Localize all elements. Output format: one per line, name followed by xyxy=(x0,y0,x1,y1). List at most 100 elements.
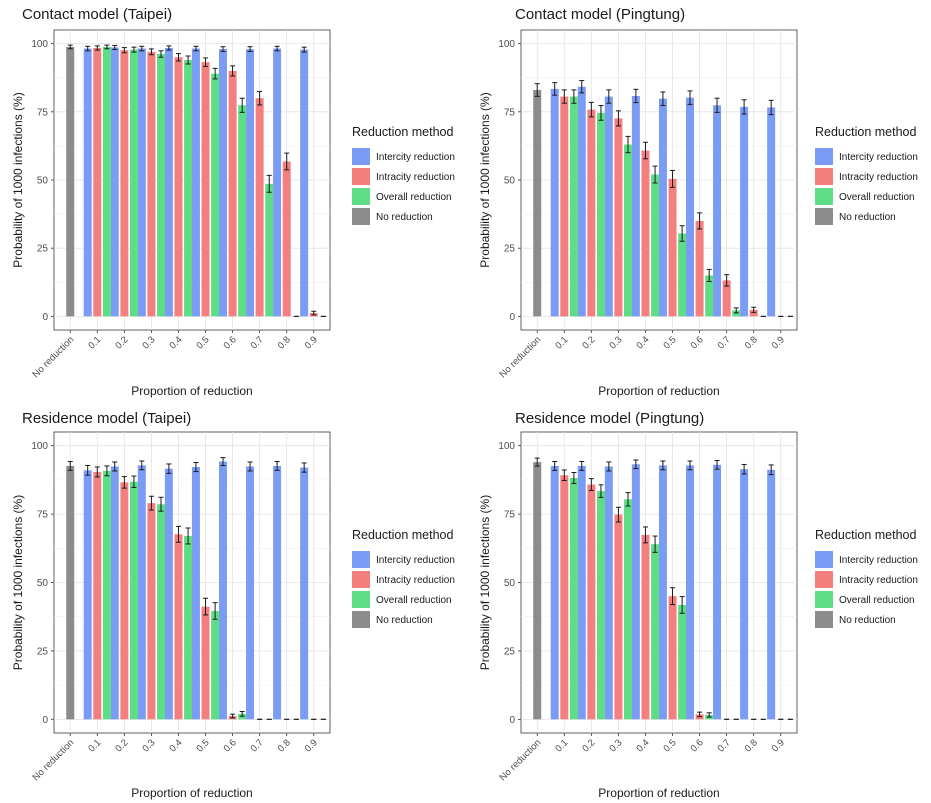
chart-panel-2: 0 25 50 75 100 No reduction 0.1 0.2 0.3 0.4 0.5 0.6… xyxy=(478,6,918,398)
x-tick-label: 0.1 xyxy=(86,737,103,754)
y-tick-label: 25 xyxy=(504,646,516,657)
y-axis-label: Probability of 1000 infections (%) xyxy=(478,495,492,670)
x-tick-label: 0.3 xyxy=(607,737,624,754)
bar xyxy=(705,275,714,317)
bar xyxy=(265,183,274,317)
y-tick-label: 50 xyxy=(37,578,49,589)
bar xyxy=(211,610,220,720)
bar xyxy=(631,96,640,317)
legend-label: Intercity reduction xyxy=(376,555,455,566)
bar xyxy=(255,98,264,317)
bar xyxy=(651,174,660,317)
bar xyxy=(658,465,667,720)
y-tick-label: 100 xyxy=(31,39,48,50)
legend-swatch xyxy=(815,591,833,608)
bar xyxy=(201,606,210,720)
bar xyxy=(218,49,227,317)
x-tick-label: No reduction xyxy=(497,334,543,380)
bar xyxy=(624,499,633,720)
bar xyxy=(66,46,75,317)
bar xyxy=(211,73,220,317)
bar xyxy=(722,280,731,317)
x-tick-label: 0.6 xyxy=(689,334,706,351)
bar xyxy=(651,544,660,720)
legend-label: No reduction xyxy=(376,615,433,626)
bar xyxy=(624,144,633,317)
x-tick-label: 0.9 xyxy=(303,737,320,754)
bar xyxy=(273,48,282,317)
legend-title: Reduction method xyxy=(352,125,454,139)
bar xyxy=(120,482,129,720)
bar xyxy=(110,47,119,317)
y-tick-label: 50 xyxy=(504,578,516,589)
legend-label: Intercity reduction xyxy=(839,152,918,163)
x-tick-label: 0.5 xyxy=(662,737,679,754)
bar xyxy=(164,48,173,317)
bar xyxy=(137,465,146,720)
bar xyxy=(604,466,613,720)
chart-panel-4: 0 25 50 75 100 No reduction 0.1 0.2 0.3 0.4 0.5 0.6… xyxy=(478,410,918,800)
bar xyxy=(300,49,309,317)
legend-swatch xyxy=(815,571,833,588)
x-tick-label: 0.4 xyxy=(634,737,651,754)
y-tick-label: 25 xyxy=(37,646,49,657)
x-tick-label: 0.8 xyxy=(276,334,293,351)
x-axis-label: Proportion of reduction xyxy=(598,786,719,800)
y-tick-label: 75 xyxy=(504,510,516,521)
y-axis-label: Probability of 1000 infections (%) xyxy=(11,495,25,670)
bar xyxy=(238,105,247,317)
bar xyxy=(658,98,667,317)
bar xyxy=(713,464,722,720)
bar xyxy=(129,481,138,720)
x-tick-label: 0.7 xyxy=(249,334,266,351)
bar xyxy=(596,491,605,720)
bar xyxy=(191,48,200,317)
bar xyxy=(66,465,75,720)
legend-swatch xyxy=(352,208,370,225)
bar xyxy=(614,118,623,317)
bar xyxy=(560,475,569,720)
bar xyxy=(668,178,677,317)
x-tick-label: 0.9 xyxy=(303,334,320,351)
bar xyxy=(740,106,749,317)
x-tick-label: 0.3 xyxy=(607,334,624,351)
legend-title: Reduction method xyxy=(815,528,917,542)
legend-title: Reduction method xyxy=(352,528,454,542)
legend-label: Overall reduction xyxy=(839,595,915,606)
bar xyxy=(129,49,138,317)
bar xyxy=(767,107,776,317)
bar xyxy=(83,48,92,317)
legend-title: Reduction method xyxy=(815,125,917,139)
y-tick-label: 100 xyxy=(31,441,48,452)
y-tick-label: 100 xyxy=(498,441,515,452)
legend-swatch xyxy=(352,551,370,568)
bar xyxy=(631,464,640,720)
bar xyxy=(569,96,578,317)
x-tick-label: 0.6 xyxy=(222,334,239,351)
y-tick-label: 75 xyxy=(37,107,49,118)
y-tick-label: 25 xyxy=(504,244,516,255)
legend-label: Overall reduction xyxy=(376,595,452,606)
x-tick-label: 0.8 xyxy=(743,737,760,754)
x-tick-label: 0.5 xyxy=(195,737,212,754)
bar xyxy=(102,470,111,720)
legend-label: No reduction xyxy=(839,212,896,223)
bar xyxy=(614,514,623,720)
y-tick-label: 75 xyxy=(504,107,516,118)
legend-swatch xyxy=(352,611,370,628)
x-axis-label: Proportion of reduction xyxy=(598,384,719,398)
x-tick-label: 0.6 xyxy=(222,737,239,754)
bar xyxy=(184,60,193,317)
bar xyxy=(102,46,111,317)
bar xyxy=(93,48,102,317)
legend-swatch xyxy=(815,551,833,568)
bar xyxy=(533,90,542,317)
y-tick-label: 75 xyxy=(37,510,49,521)
bar xyxy=(596,112,605,317)
bar xyxy=(174,534,183,720)
x-tick-label: 0.9 xyxy=(770,737,787,754)
bar xyxy=(246,466,255,720)
bar xyxy=(246,49,255,317)
bar xyxy=(184,535,193,720)
legend-label: Intracity reduction xyxy=(376,575,455,586)
